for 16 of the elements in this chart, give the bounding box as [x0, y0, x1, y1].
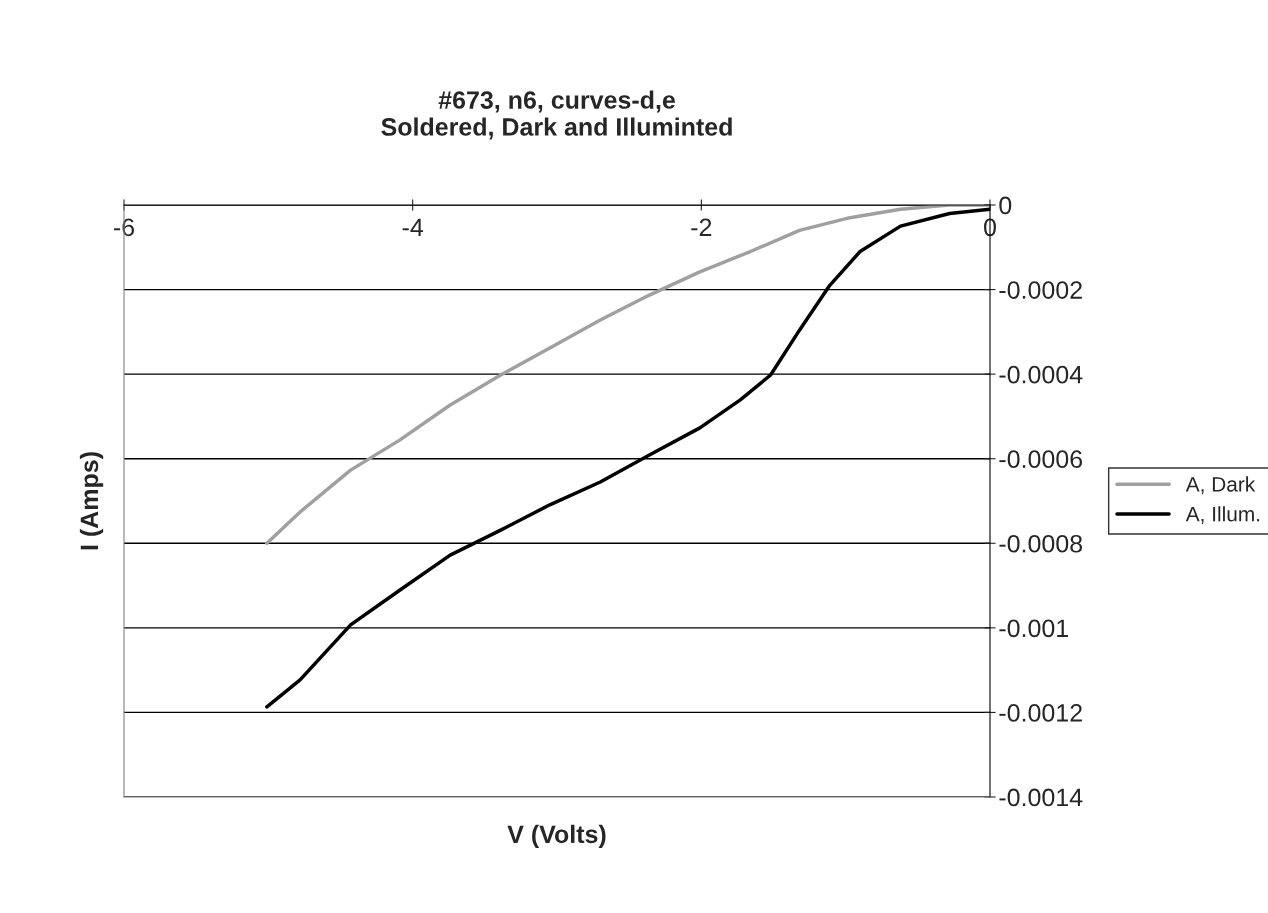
legend-label: A, Dark — [1185, 476, 1256, 495]
x-tick-label: -4 — [402, 218, 424, 236]
y-tick-label: 0 — [999, 196, 1012, 215]
y-tick-label: -0.0008 — [999, 534, 1083, 553]
x-tick-label: -6 — [114, 218, 135, 237]
x-axis-title: V (Volts) — [507, 824, 606, 849]
y-tick-label: -0.001 — [999, 619, 1068, 638]
y-tick-label: -0.0006 — [999, 450, 1083, 469]
y-tick-label: -0.0004 — [999, 365, 1083, 384]
x-tick-label: -2 — [691, 218, 712, 236]
chart-title: #673, n6, curves-d,e Soldered, Dark and Illuminted — [381, 90, 732, 140]
y-axis-title: I (Amps) — [79, 452, 104, 550]
y-tick-label: -0.0012 — [999, 704, 1082, 722]
y-tick-label: -0.0014 — [999, 788, 1083, 807]
y-tick-label: -0.0002 — [999, 281, 1082, 299]
legend-label: A, Illum. — [1185, 506, 1260, 524]
